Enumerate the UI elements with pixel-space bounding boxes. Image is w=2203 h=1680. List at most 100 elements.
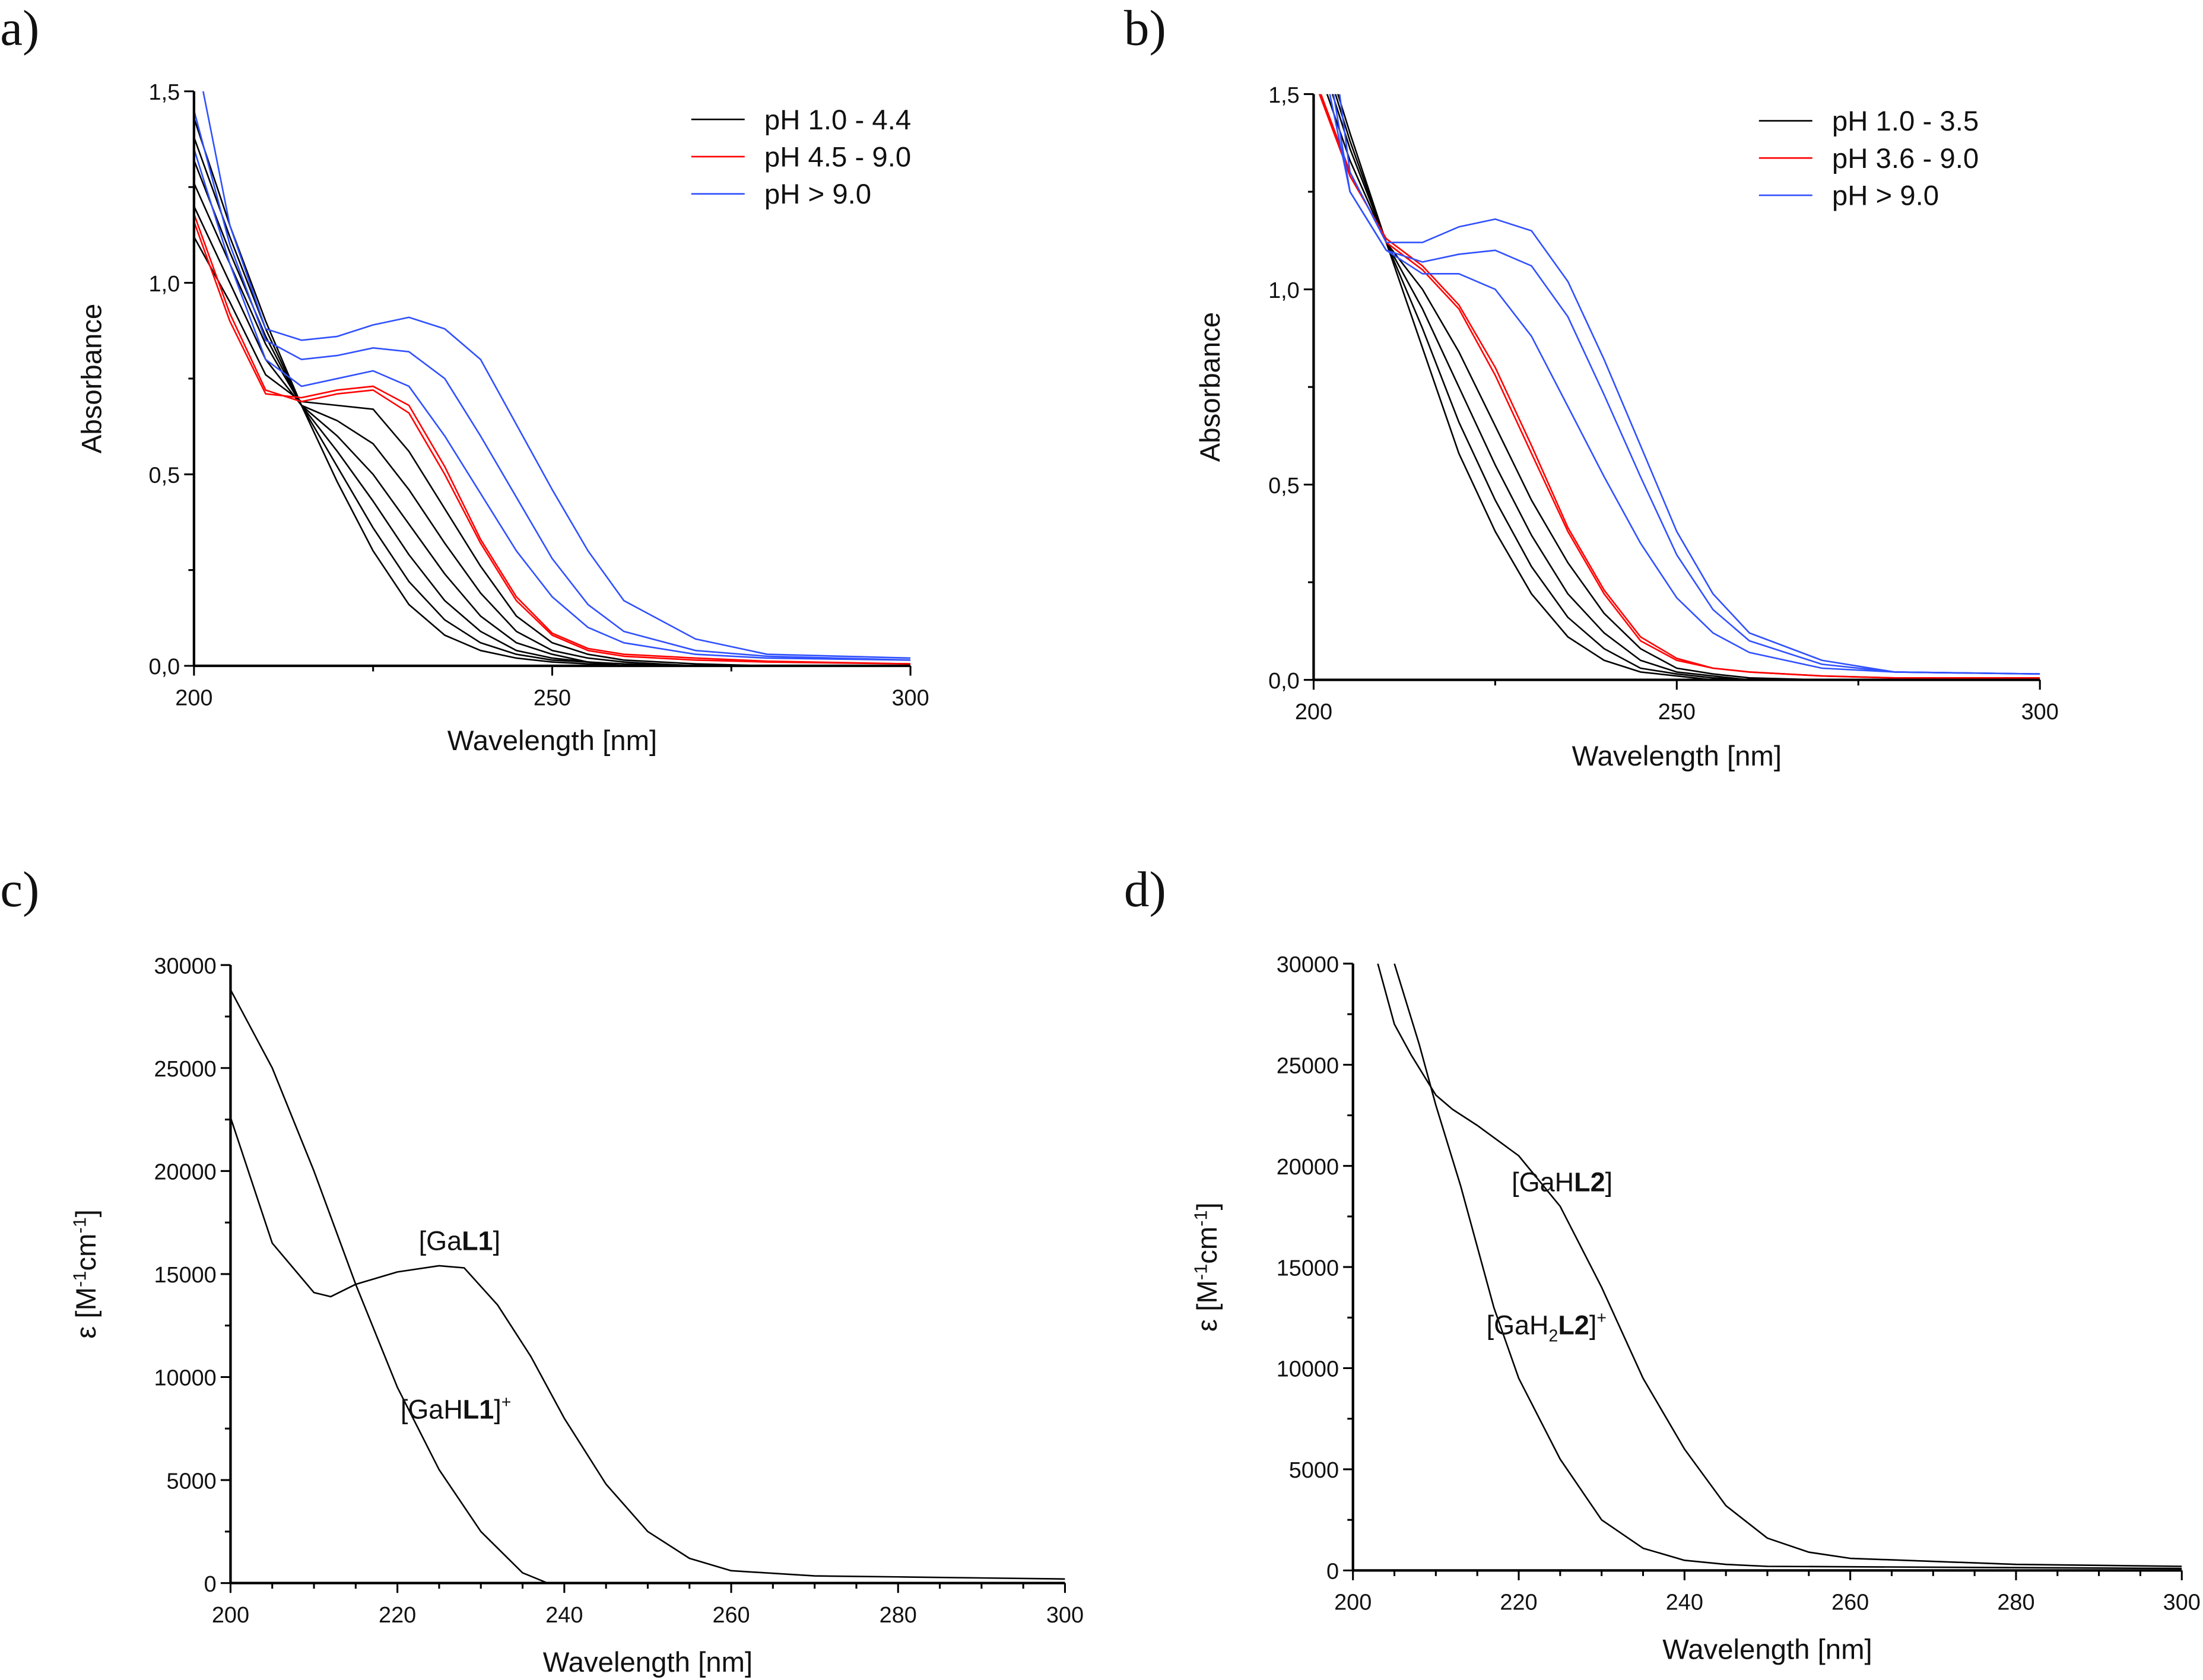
x-tick-label: 250 xyxy=(1658,700,1696,725)
series-line-1 xyxy=(193,136,911,666)
series-line-5 xyxy=(1318,94,2040,679)
x-tick-label: 220 xyxy=(379,1603,416,1628)
curve-label-post: ] xyxy=(1589,1310,1597,1341)
y-axis-title-post: ] xyxy=(1192,1202,1223,1210)
curve-label-bold: L1 xyxy=(463,1395,494,1425)
x-axis-title: Wavelength [nm] xyxy=(543,1647,753,1678)
x-tick-label: 240 xyxy=(545,1603,583,1628)
curve-label-pre: [GaH xyxy=(401,1395,463,1425)
y-axis-title-sup1: -1 xyxy=(69,1271,90,1287)
y-tick-label: 5000 xyxy=(1289,1458,1339,1483)
series-line-1 xyxy=(1334,94,2040,680)
y-axis-title-sup2: -1 xyxy=(1191,1210,1211,1226)
y-axis-title-pre: ε [M xyxy=(71,1287,102,1339)
curve-label-post: ] xyxy=(1605,1167,1612,1197)
curve-label-bold: L2 xyxy=(1574,1167,1605,1197)
panel-label: b) xyxy=(1124,1,1166,56)
y-axis-title-pre: ε [M xyxy=(1192,1280,1223,1332)
legend-label: pH 1.0 - 4.4 xyxy=(764,104,911,136)
curve-label-sub: 2 xyxy=(1549,1327,1558,1346)
series-line--gahl1- xyxy=(230,989,1065,1583)
curve-label: [GaHL1]+ xyxy=(401,1393,512,1425)
y-tick-label: 0,0 xyxy=(1268,669,1300,694)
series-line-10 xyxy=(193,148,911,661)
series-group xyxy=(230,989,1065,1583)
x-tick-label: 200 xyxy=(1334,1590,1372,1615)
legend-label: pH 4.5 - 9.0 xyxy=(764,141,911,173)
x-tick-label: 280 xyxy=(880,1603,917,1628)
panel-label: d) xyxy=(1124,862,1166,917)
y-axis-title: Absorbance xyxy=(77,304,108,454)
y-tick-label: 30000 xyxy=(154,954,216,979)
series-line-5 xyxy=(193,236,911,666)
series-group xyxy=(1318,94,2040,680)
chart-panel-d: d) 200 220 240 260 280 300 0 5000 10000 15000 20000… xyxy=(1124,862,2201,1666)
y-tick-label: 10000 xyxy=(1277,1357,1339,1382)
series-line-6 xyxy=(1338,94,2040,675)
series-line--gahl2- xyxy=(1377,963,2182,1567)
legend-label: pH 3.6 - 9.0 xyxy=(1832,143,1979,174)
y-tick-label: 15000 xyxy=(154,1263,216,1288)
y-tick-label: 10000 xyxy=(154,1366,216,1391)
x-tick-label: 300 xyxy=(2163,1590,2201,1615)
x-tick-label: 300 xyxy=(2021,700,2059,725)
x-axis-title: Wavelength [nm] xyxy=(447,725,657,757)
panel-label: c) xyxy=(0,862,39,917)
legend-label: pH > 9.0 xyxy=(764,179,871,210)
y-axis-title: ε [M-1cm-1] xyxy=(1191,1202,1224,1332)
x-tick-label: 300 xyxy=(1046,1603,1084,1628)
curve-label-bold: L2 xyxy=(1558,1310,1589,1341)
y-tick-label: 20000 xyxy=(1277,1155,1339,1180)
series-line-7 xyxy=(1332,94,2040,675)
x-tick-label: 220 xyxy=(1500,1590,1537,1615)
y-axis-title: ε [M-1cm-1] xyxy=(69,1209,103,1339)
curve-label-pre: [GaH xyxy=(1512,1167,1574,1197)
y-axis-title: Absorbance xyxy=(1195,312,1226,462)
curve-label: [GaH2L2]+ xyxy=(1487,1309,1607,1346)
x-tick-label: 260 xyxy=(1831,1590,1869,1615)
y-tick-label: 25000 xyxy=(1277,1053,1339,1078)
series-line-7 xyxy=(193,221,911,665)
y-axis-title-mid: cm xyxy=(71,1234,102,1271)
y-tick-label: 0 xyxy=(204,1572,217,1597)
y-tick-label: 0,5 xyxy=(1268,474,1300,498)
x-axis-title: Wavelength [nm] xyxy=(1572,741,1782,772)
curve-label-bold: L1 xyxy=(462,1226,493,1256)
curve-label-sup: + xyxy=(1596,1309,1607,1328)
x-tick-label: 200 xyxy=(175,685,212,710)
legend-label: pH 1.0 - 3.5 xyxy=(1832,106,1979,137)
series-line-8 xyxy=(1329,94,2040,675)
series-line-8 xyxy=(202,91,911,659)
chart-panel-c: c) 200 220 240 260 280 300 0 5000 10000 15000 20000… xyxy=(0,862,1084,1678)
x-tick-label: 240 xyxy=(1666,1590,1703,1615)
series-line-0 xyxy=(193,117,911,666)
y-tick-label: 15000 xyxy=(1277,1256,1339,1281)
series-line-9 xyxy=(193,110,911,661)
y-tick-label: 5000 xyxy=(167,1469,217,1494)
series-line-4 xyxy=(193,205,911,666)
y-tick-label: 20000 xyxy=(154,1160,216,1185)
y-tick-label: 1,0 xyxy=(1268,278,1300,303)
y-axis-title-sup2: -1 xyxy=(69,1217,90,1233)
curve-label-pre: [GaH xyxy=(1487,1310,1549,1341)
chart-panel-a: a) 200 250 300 0,0 0,5 1,0 1,5 Wavelength [nm] Ab… xyxy=(0,1,929,757)
legend-label: pH > 9.0 xyxy=(1832,180,1939,212)
y-axis-title-post: ] xyxy=(71,1209,102,1217)
y-tick-label: 0,5 xyxy=(149,463,180,488)
x-tick-label: 200 xyxy=(212,1603,249,1628)
x-tick-label: 280 xyxy=(1997,1590,2034,1615)
curve-label-sup: + xyxy=(501,1393,512,1412)
x-tick-label: 200 xyxy=(1295,700,1332,725)
curve-label: [GaL1] xyxy=(419,1226,500,1256)
y-tick-label: 25000 xyxy=(154,1057,216,1082)
x-tick-label: 260 xyxy=(712,1603,750,1628)
series-line--gal1- xyxy=(230,1117,1065,1580)
y-tick-label: 1,0 xyxy=(149,272,180,297)
panel-label: a) xyxy=(0,1,39,56)
y-tick-label: 1,5 xyxy=(149,80,180,105)
series-line-2 xyxy=(193,160,911,666)
series-group xyxy=(193,91,911,666)
chart-panel-b: b) 200 250 300 0,0 0,5 1,0 1,5 Wavelength [nm] Ab… xyxy=(1124,1,2059,772)
curve-label-post: ] xyxy=(493,1226,501,1256)
